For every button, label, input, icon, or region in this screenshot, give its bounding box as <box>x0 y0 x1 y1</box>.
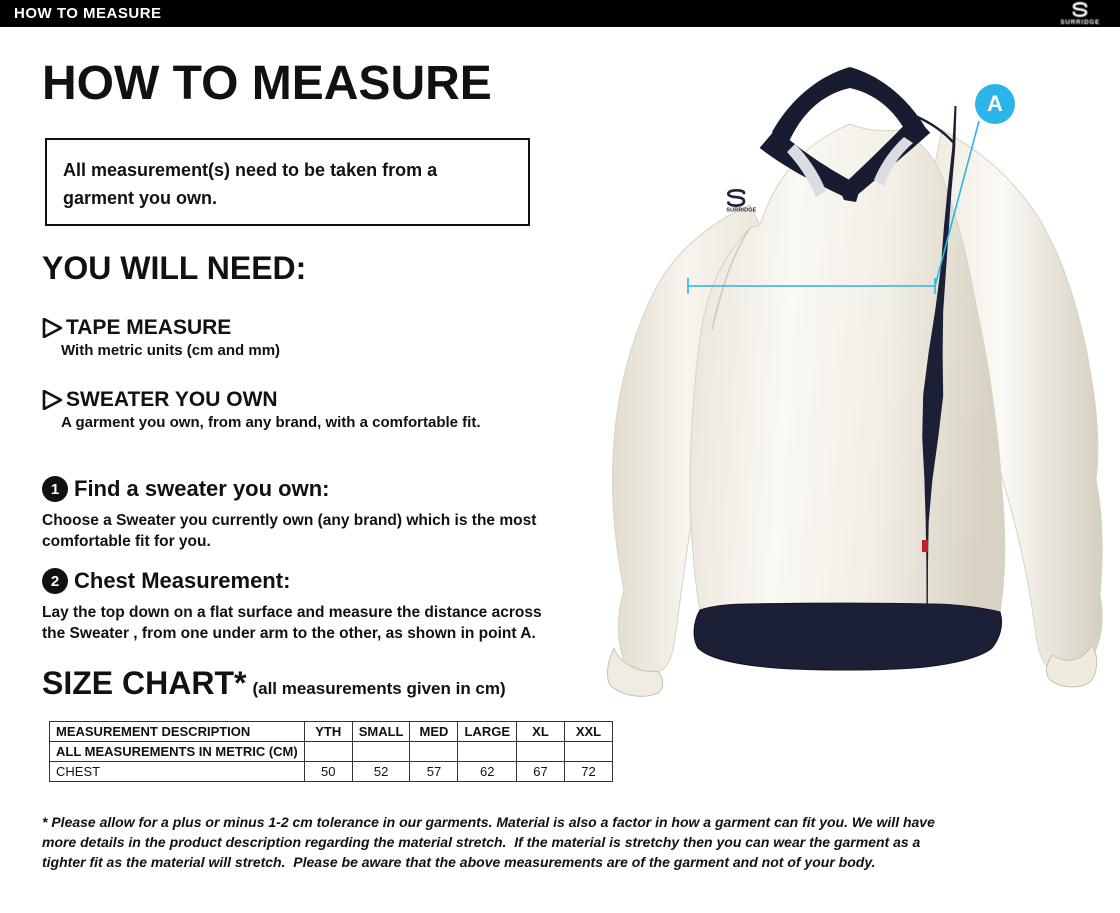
svg-text:SURRIDGE: SURRIDGE <box>726 207 756 213</box>
svg-text:A: A <box>987 91 1003 116</box>
